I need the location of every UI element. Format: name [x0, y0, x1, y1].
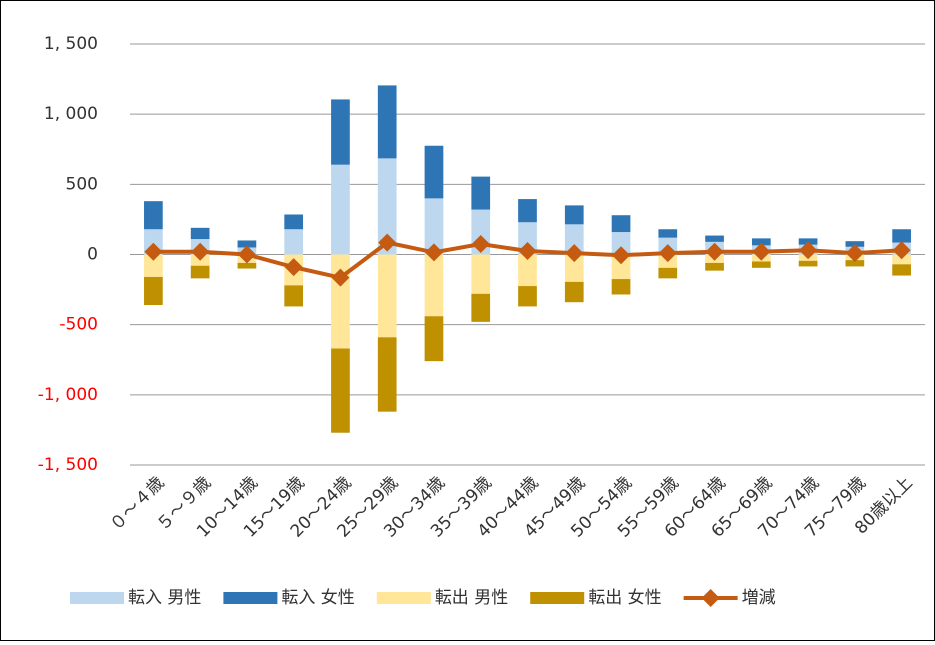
bar	[424, 145, 444, 199]
bar	[892, 264, 911, 276]
bar	[705, 235, 724, 242]
line-marker	[331, 268, 350, 287]
line-marker	[378, 233, 397, 252]
bar	[190, 265, 210, 279]
bar	[658, 267, 678, 279]
line-marker	[424, 243, 443, 262]
bar	[611, 232, 631, 255]
y-tick-label: 1, 000	[44, 104, 98, 124]
bar	[518, 222, 537, 255]
bar	[331, 99, 350, 165]
bar	[564, 224, 584, 255]
line-marker	[705, 242, 724, 261]
legend-label: 転入 女性	[281, 588, 354, 608]
y-tick-label: 1, 500	[44, 34, 98, 54]
bar	[518, 286, 537, 307]
line-marker	[612, 246, 631, 265]
legend-label: 転入 男性	[128, 588, 201, 608]
bar	[377, 254, 397, 338]
line-marker	[144, 242, 163, 261]
legend-label: 転出 男性	[435, 588, 508, 608]
line-marker	[892, 241, 911, 260]
bar	[845, 241, 865, 247]
bar	[144, 254, 163, 277]
bar	[751, 238, 771, 246]
bar	[237, 262, 257, 269]
bar	[331, 164, 350, 255]
bar	[471, 293, 491, 322]
bar	[471, 176, 491, 210]
line-marker	[237, 245, 256, 264]
bar	[424, 198, 444, 255]
bar	[424, 316, 444, 362]
bar	[611, 215, 631, 233]
y-tick-label: -1, 000	[38, 385, 98, 405]
bar	[284, 285, 304, 307]
bar	[331, 254, 350, 349]
y-tick-label: -1, 500	[38, 455, 98, 475]
line-marker	[284, 258, 303, 277]
bar	[518, 254, 537, 287]
bar	[751, 261, 771, 268]
bar	[845, 260, 865, 267]
legend-swatch	[223, 592, 278, 604]
bar	[518, 199, 537, 223]
line-marker	[752, 242, 771, 261]
legend-label: 転出 女性	[588, 588, 661, 608]
legend-swatch	[530, 592, 585, 604]
bar	[377, 85, 397, 159]
line-marker	[799, 241, 818, 260]
bar	[144, 201, 163, 230]
bar	[564, 254, 584, 282]
legend-label: 増減	[742, 588, 776, 608]
y-tick-label: 500	[66, 174, 98, 194]
bar	[705, 262, 724, 271]
bar	[892, 229, 911, 243]
bar	[377, 337, 397, 412]
legend-swatch	[70, 592, 124, 604]
legend-swatch	[701, 589, 720, 607]
line-marker	[845, 244, 864, 263]
line-marker	[471, 234, 490, 253]
bar	[471, 254, 491, 294]
bar	[331, 348, 350, 433]
bar	[237, 240, 257, 248]
bar	[424, 254, 444, 317]
bar	[190, 227, 210, 240]
line-marker	[518, 241, 537, 260]
line-marker	[565, 244, 584, 263]
bar	[611, 279, 631, 295]
bar	[611, 254, 631, 280]
legend-swatch	[376, 592, 431, 604]
line-marker	[191, 242, 210, 261]
bar	[798, 260, 818, 267]
y-tick-label: -500	[59, 315, 98, 335]
bar	[892, 254, 911, 265]
bar	[564, 205, 584, 225]
line-marker	[658, 244, 677, 263]
bar	[144, 276, 163, 306]
bar	[284, 214, 304, 230]
bar	[377, 158, 397, 255]
y-tick-label: 0	[87, 245, 98, 265]
bar	[284, 229, 304, 255]
bar	[658, 229, 678, 238]
bar	[564, 281, 584, 303]
